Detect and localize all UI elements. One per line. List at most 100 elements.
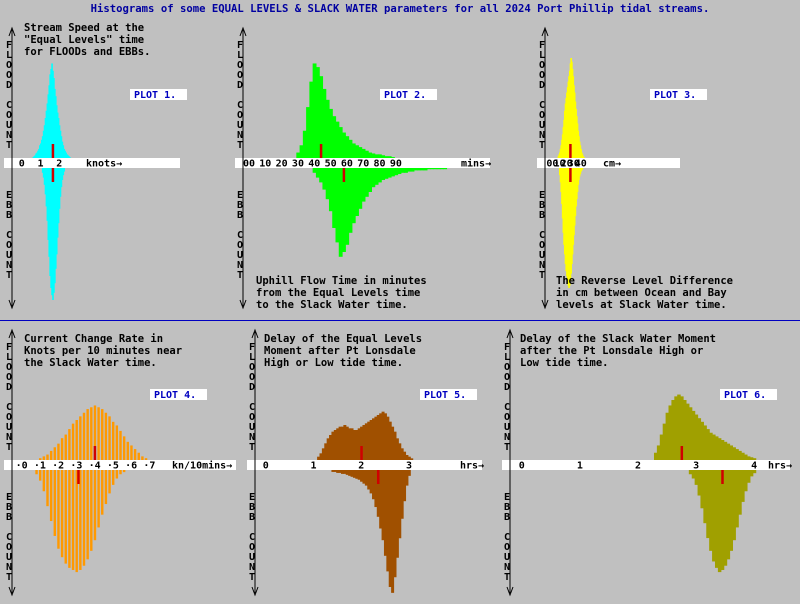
ebb-bar — [49, 168, 51, 276]
ebb-bar — [52, 168, 54, 300]
count-axis-up-arrow — [8, 26, 16, 37]
ebb-bar — [430, 168, 435, 170]
ebb-bar — [403, 470, 407, 502]
flood-bar — [65, 152, 67, 158]
ebb-bar — [86, 470, 89, 560]
flood-bar — [752, 458, 757, 460]
ebb-bar — [377, 168, 382, 183]
flood-bar — [697, 418, 702, 460]
tick-label: 00 — [546, 159, 558, 170]
flood-bar — [319, 76, 324, 158]
ebb-bar — [48, 168, 51, 257]
ebb-bar — [319, 168, 324, 183]
ebb-bar — [312, 168, 317, 173]
flood-bar — [67, 155, 69, 158]
flood-bar — [393, 431, 397, 460]
ebb-bar — [328, 168, 333, 212]
panel-description-line: in cm between Ocean and Bay — [556, 287, 727, 299]
count-axis-down-arrow — [8, 586, 16, 597]
ebb-bar — [119, 470, 122, 475]
flood-bar — [358, 147, 363, 158]
flood-bar — [700, 421, 704, 460]
flood-bar — [391, 426, 395, 460]
flood-bar — [40, 143, 42, 158]
flood-bar — [741, 452, 745, 460]
flood-bar — [671, 400, 675, 460]
ebb-bar — [46, 168, 49, 221]
flood-bar — [680, 396, 684, 460]
axis-band — [4, 460, 236, 470]
tick-label: 10 — [259, 159, 271, 170]
flood-bar — [706, 429, 710, 460]
flood-bar — [723, 441, 728, 460]
plot-label-box — [150, 389, 207, 400]
ebb-bar — [388, 470, 392, 587]
flood-bar — [75, 420, 78, 460]
flood-bar — [46, 103, 49, 158]
flood-bar — [306, 107, 310, 158]
ebb-bar — [367, 470, 371, 490]
flood-bar — [64, 434, 67, 460]
tick-label: ·3 — [70, 461, 82, 472]
axis-band — [537, 158, 680, 168]
ebb-bar — [372, 470, 376, 500]
flood-bar — [49, 74, 51, 158]
flood-bar — [62, 145, 65, 158]
count-axis-up-arrow — [506, 328, 514, 339]
flood-bar — [141, 456, 144, 460]
ebb-bar — [357, 470, 361, 480]
count-axis-up-arrow — [541, 26, 549, 37]
ebb-bar — [53, 168, 55, 293]
ebb-bar — [60, 168, 63, 188]
flood-bar — [42, 456, 46, 460]
panel-description-line: to the Slack Water time. — [256, 299, 408, 311]
flood-bar — [39, 145, 41, 158]
ebb-bar — [41, 168, 44, 173]
flood-bar — [108, 416, 111, 460]
flood-bar — [34, 155, 36, 158]
flood-bar — [345, 426, 349, 460]
ebb-bar — [331, 470, 335, 472]
ebb-bar — [82, 470, 86, 566]
flood-bar — [315, 67, 320, 158]
count-axis-down-arrow — [8, 299, 16, 310]
ebb-bar — [404, 168, 408, 173]
panel-2: 00 10 20 30 40 50 60 70 80 90 mins→ F L O O D C O U N T E B B … — [235, 26, 491, 311]
flood-bar — [54, 88, 56, 158]
tick-label: 00 — [243, 159, 255, 170]
plot-label-box — [650, 89, 707, 100]
flood-bar — [82, 412, 86, 460]
flood-bar — [381, 155, 386, 158]
ebb-bar — [55, 168, 58, 255]
flood-bar — [390, 157, 395, 158]
flood-bar — [326, 438, 330, 460]
flood-bar — [317, 456, 321, 460]
ebb-bar — [703, 470, 707, 524]
plot-label: PLOT 6. — [724, 390, 766, 401]
tick-label: 2 — [635, 461, 641, 472]
flood-bar — [130, 445, 133, 460]
flood-bar — [383, 413, 387, 460]
flood-bar — [53, 78, 55, 158]
flood-bar — [137, 452, 140, 460]
flood-bar — [668, 405, 673, 460]
flood-bar — [60, 136, 63, 158]
flood-bar — [381, 411, 385, 460]
flood-bar — [32, 157, 35, 158]
flood-bar — [40, 139, 43, 158]
flood-bar — [355, 430, 359, 460]
plot-label-box — [130, 89, 187, 100]
flood-bar — [115, 425, 119, 460]
flood-bar — [63, 148, 66, 158]
ebb-bar — [407, 168, 412, 172]
panel-description-line: The Reverse Level Difference — [556, 275, 733, 287]
ebb-bar — [738, 470, 742, 515]
flood-bar — [38, 458, 42, 460]
tick-label: 3 — [693, 461, 699, 472]
tick-label: 10 — [553, 159, 565, 170]
flood-bar — [361, 148, 366, 158]
